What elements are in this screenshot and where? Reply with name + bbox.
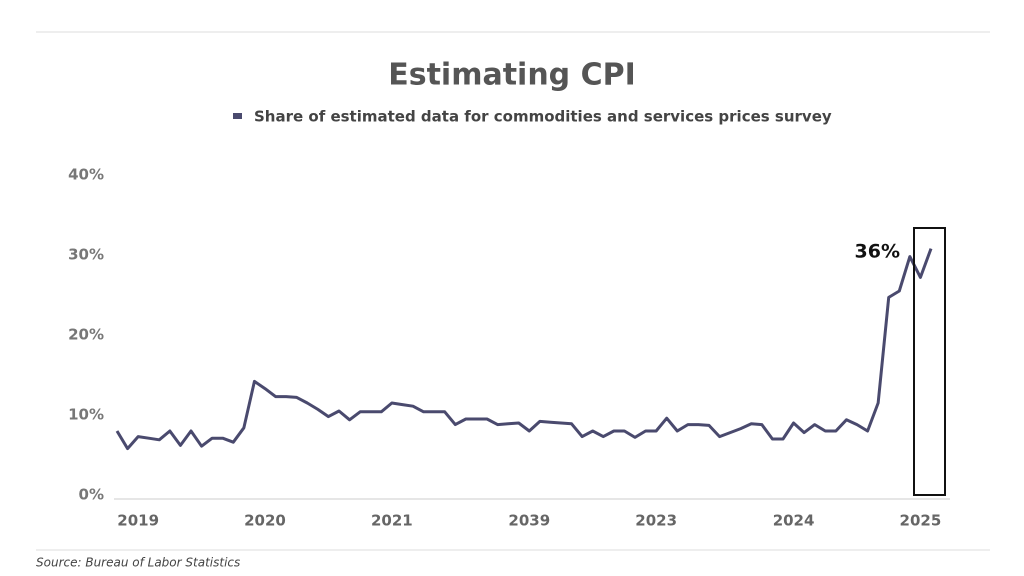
x-tick-label: 2025: [900, 512, 942, 530]
x-tick-label: 2020: [244, 512, 286, 530]
highlight-box: [913, 227, 946, 496]
annotation: 36%: [855, 241, 900, 263]
data-line: [115, 248, 933, 451]
legend-swatch: [233, 113, 242, 119]
legend-label: Share of estimated data for commodities …: [254, 108, 832, 126]
y-tick-label: 40%: [68, 166, 104, 184]
x-tick-label: 2039: [508, 512, 550, 530]
x-tick-label: 2024: [773, 512, 815, 530]
y-tick-label: 20%: [68, 326, 104, 344]
chart-title: Estimating CPI: [388, 58, 636, 93]
y-tick-label: 10%: [68, 406, 104, 424]
x-tick-label: 2021: [371, 512, 413, 530]
x-tick-label: 2023: [635, 512, 677, 530]
y-tick-label: 30%: [68, 246, 104, 264]
y-tick-label: 0%: [79, 486, 104, 504]
x-tick-label: 2019: [117, 512, 159, 530]
source-note: Source: Bureau of Labor Statistics: [36, 556, 240, 570]
